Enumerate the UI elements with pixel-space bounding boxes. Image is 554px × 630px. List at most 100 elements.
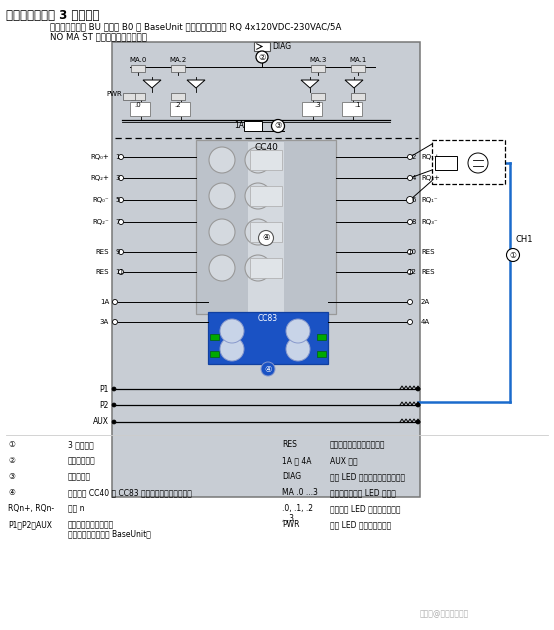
Bar [171, 65, 185, 72]
Circle shape [119, 270, 124, 275]
Bar [250, 150, 282, 170]
Bar [311, 93, 325, 100]
Bar [112, 42, 420, 497]
Text: ④: ④ [264, 365, 272, 374]
Circle shape [408, 197, 413, 202]
Circle shape [416, 403, 420, 407]
Text: 预接线的内部电压总线: 预接线的内部电压总线 [68, 520, 114, 529]
Circle shape [119, 249, 124, 255]
Text: 1A: 1A [234, 122, 244, 130]
Circle shape [245, 183, 271, 209]
Text: NO MA ST 的方框图和端子分配。: NO MA ST 的方框图和端子分配。 [50, 32, 147, 41]
Bar [123, 93, 135, 100]
Circle shape [408, 219, 413, 224]
Circle shape [209, 183, 235, 209]
Circle shape [407, 197, 413, 203]
Text: MA.3: MA.3 [309, 57, 327, 63]
Text: 3 线制连接: 3 线制连接 [68, 440, 94, 449]
Circle shape [245, 219, 271, 245]
Text: .2: .2 [175, 102, 181, 108]
Bar [435, 156, 457, 170]
Text: 4A: 4A [421, 319, 430, 325]
Text: RQ₃+: RQ₃+ [421, 175, 440, 181]
Bar [254, 42, 270, 51]
Text: AUX: AUX [93, 418, 109, 427]
Bar [351, 65, 365, 72]
Circle shape [245, 255, 271, 281]
Bar [311, 65, 325, 72]
Circle shape [245, 147, 271, 173]
Text: RQ₂⁻: RQ₂⁻ [93, 219, 109, 225]
Text: RES: RES [95, 269, 109, 275]
Text: 9: 9 [115, 249, 120, 255]
Text: 2A: 2A [421, 299, 430, 305]
Text: 下图举例说明了 BU 类型为 B0 的 BaseUnit 上数字量输出模块 RQ 4x120VDC-230VAC/5A: 下图举例说明了 BU 类型为 B0 的 BaseUnit 上数字量输出模块 RQ… [50, 22, 341, 31]
Bar [196, 140, 336, 314]
Bar [317, 351, 326, 357]
Text: 7: 7 [115, 219, 120, 225]
Bar [130, 102, 150, 116]
Bar [250, 258, 282, 278]
Text: AUX 端子: AUX 端子 [330, 456, 358, 465]
Circle shape [112, 299, 117, 304]
Circle shape [119, 197, 124, 202]
Polygon shape [301, 80, 319, 88]
Text: 6: 6 [412, 197, 416, 203]
Text: 诊断 LED 指示灯（绿色、红色）: 诊断 LED 指示灯（绿色、红色） [330, 472, 405, 481]
Text: ②: ② [8, 456, 15, 465]
Circle shape [261, 362, 275, 376]
Circle shape [220, 337, 244, 361]
Circle shape [220, 319, 244, 343]
Circle shape [506, 248, 520, 261]
Circle shape [408, 154, 413, 159]
Text: 3: 3 [115, 175, 120, 181]
Text: 3A: 3A [100, 319, 109, 325]
Text: 通道状态 LED 指示灯（绿色）: 通道状态 LED 指示灯（绿色） [330, 504, 401, 513]
Text: ④: ④ [8, 488, 15, 497]
Polygon shape [345, 80, 363, 88]
Text: 11: 11 [115, 269, 124, 275]
Circle shape [112, 387, 116, 391]
Text: 反极性保护: 反极性保护 [68, 472, 91, 481]
Circle shape [256, 51, 268, 63]
Circle shape [119, 176, 124, 181]
Text: MA.2: MA.2 [170, 57, 187, 63]
Text: 颜色编码 CC40 和 CC83 的颜色编码标签（可选）: 颜色编码 CC40 和 CC83 的颜色编码标签（可选） [68, 488, 192, 497]
Circle shape [286, 337, 310, 361]
Circle shape [112, 403, 116, 407]
Text: PWR: PWR [106, 91, 122, 97]
Text: P1: P1 [100, 384, 109, 394]
Text: 连接左侧模块（深色 BaseUnit）: 连接左侧模块（深色 BaseUnit） [68, 529, 151, 538]
Text: 4: 4 [412, 175, 416, 181]
Bar [250, 222, 282, 242]
Text: 手动和自动模式 LED 指示灯: 手动和自动模式 LED 指示灯 [330, 488, 396, 497]
Text: 1: 1 [115, 154, 120, 160]
Text: RQ₁+: RQ₁+ [421, 154, 440, 160]
Circle shape [408, 176, 413, 181]
Circle shape [259, 231, 274, 246]
Circle shape [119, 219, 124, 224]
Text: 电源 LED 指示灯（绿色）: 电源 LED 指示灯（绿色） [330, 520, 391, 529]
Text: 1A: 1A [100, 299, 109, 305]
Text: PWR: PWR [282, 520, 300, 529]
Text: RQ₀⁻: RQ₀⁻ [93, 197, 109, 203]
Bar [170, 102, 190, 116]
Text: 1A 到 4A: 1A 到 4A [282, 456, 311, 465]
Bar [302, 102, 322, 116]
Bar [342, 102, 362, 116]
Circle shape [271, 120, 285, 132]
Text: ①: ① [510, 251, 516, 260]
Text: ③: ③ [8, 472, 15, 481]
Text: 8: 8 [412, 219, 416, 225]
Circle shape [112, 420, 116, 424]
Text: ①: ① [8, 440, 15, 449]
Bar [171, 93, 185, 100]
Text: RQ₃⁻: RQ₃⁻ [421, 219, 438, 225]
Bar [131, 93, 145, 100]
Circle shape [209, 219, 235, 245]
Text: RES: RES [282, 440, 297, 449]
Text: .0, .1, .2
, .3: .0, .1, .2 , .3 [282, 504, 313, 524]
Text: ③: ③ [274, 122, 282, 130]
Circle shape [416, 420, 420, 424]
Bar [432, 140, 505, 184]
